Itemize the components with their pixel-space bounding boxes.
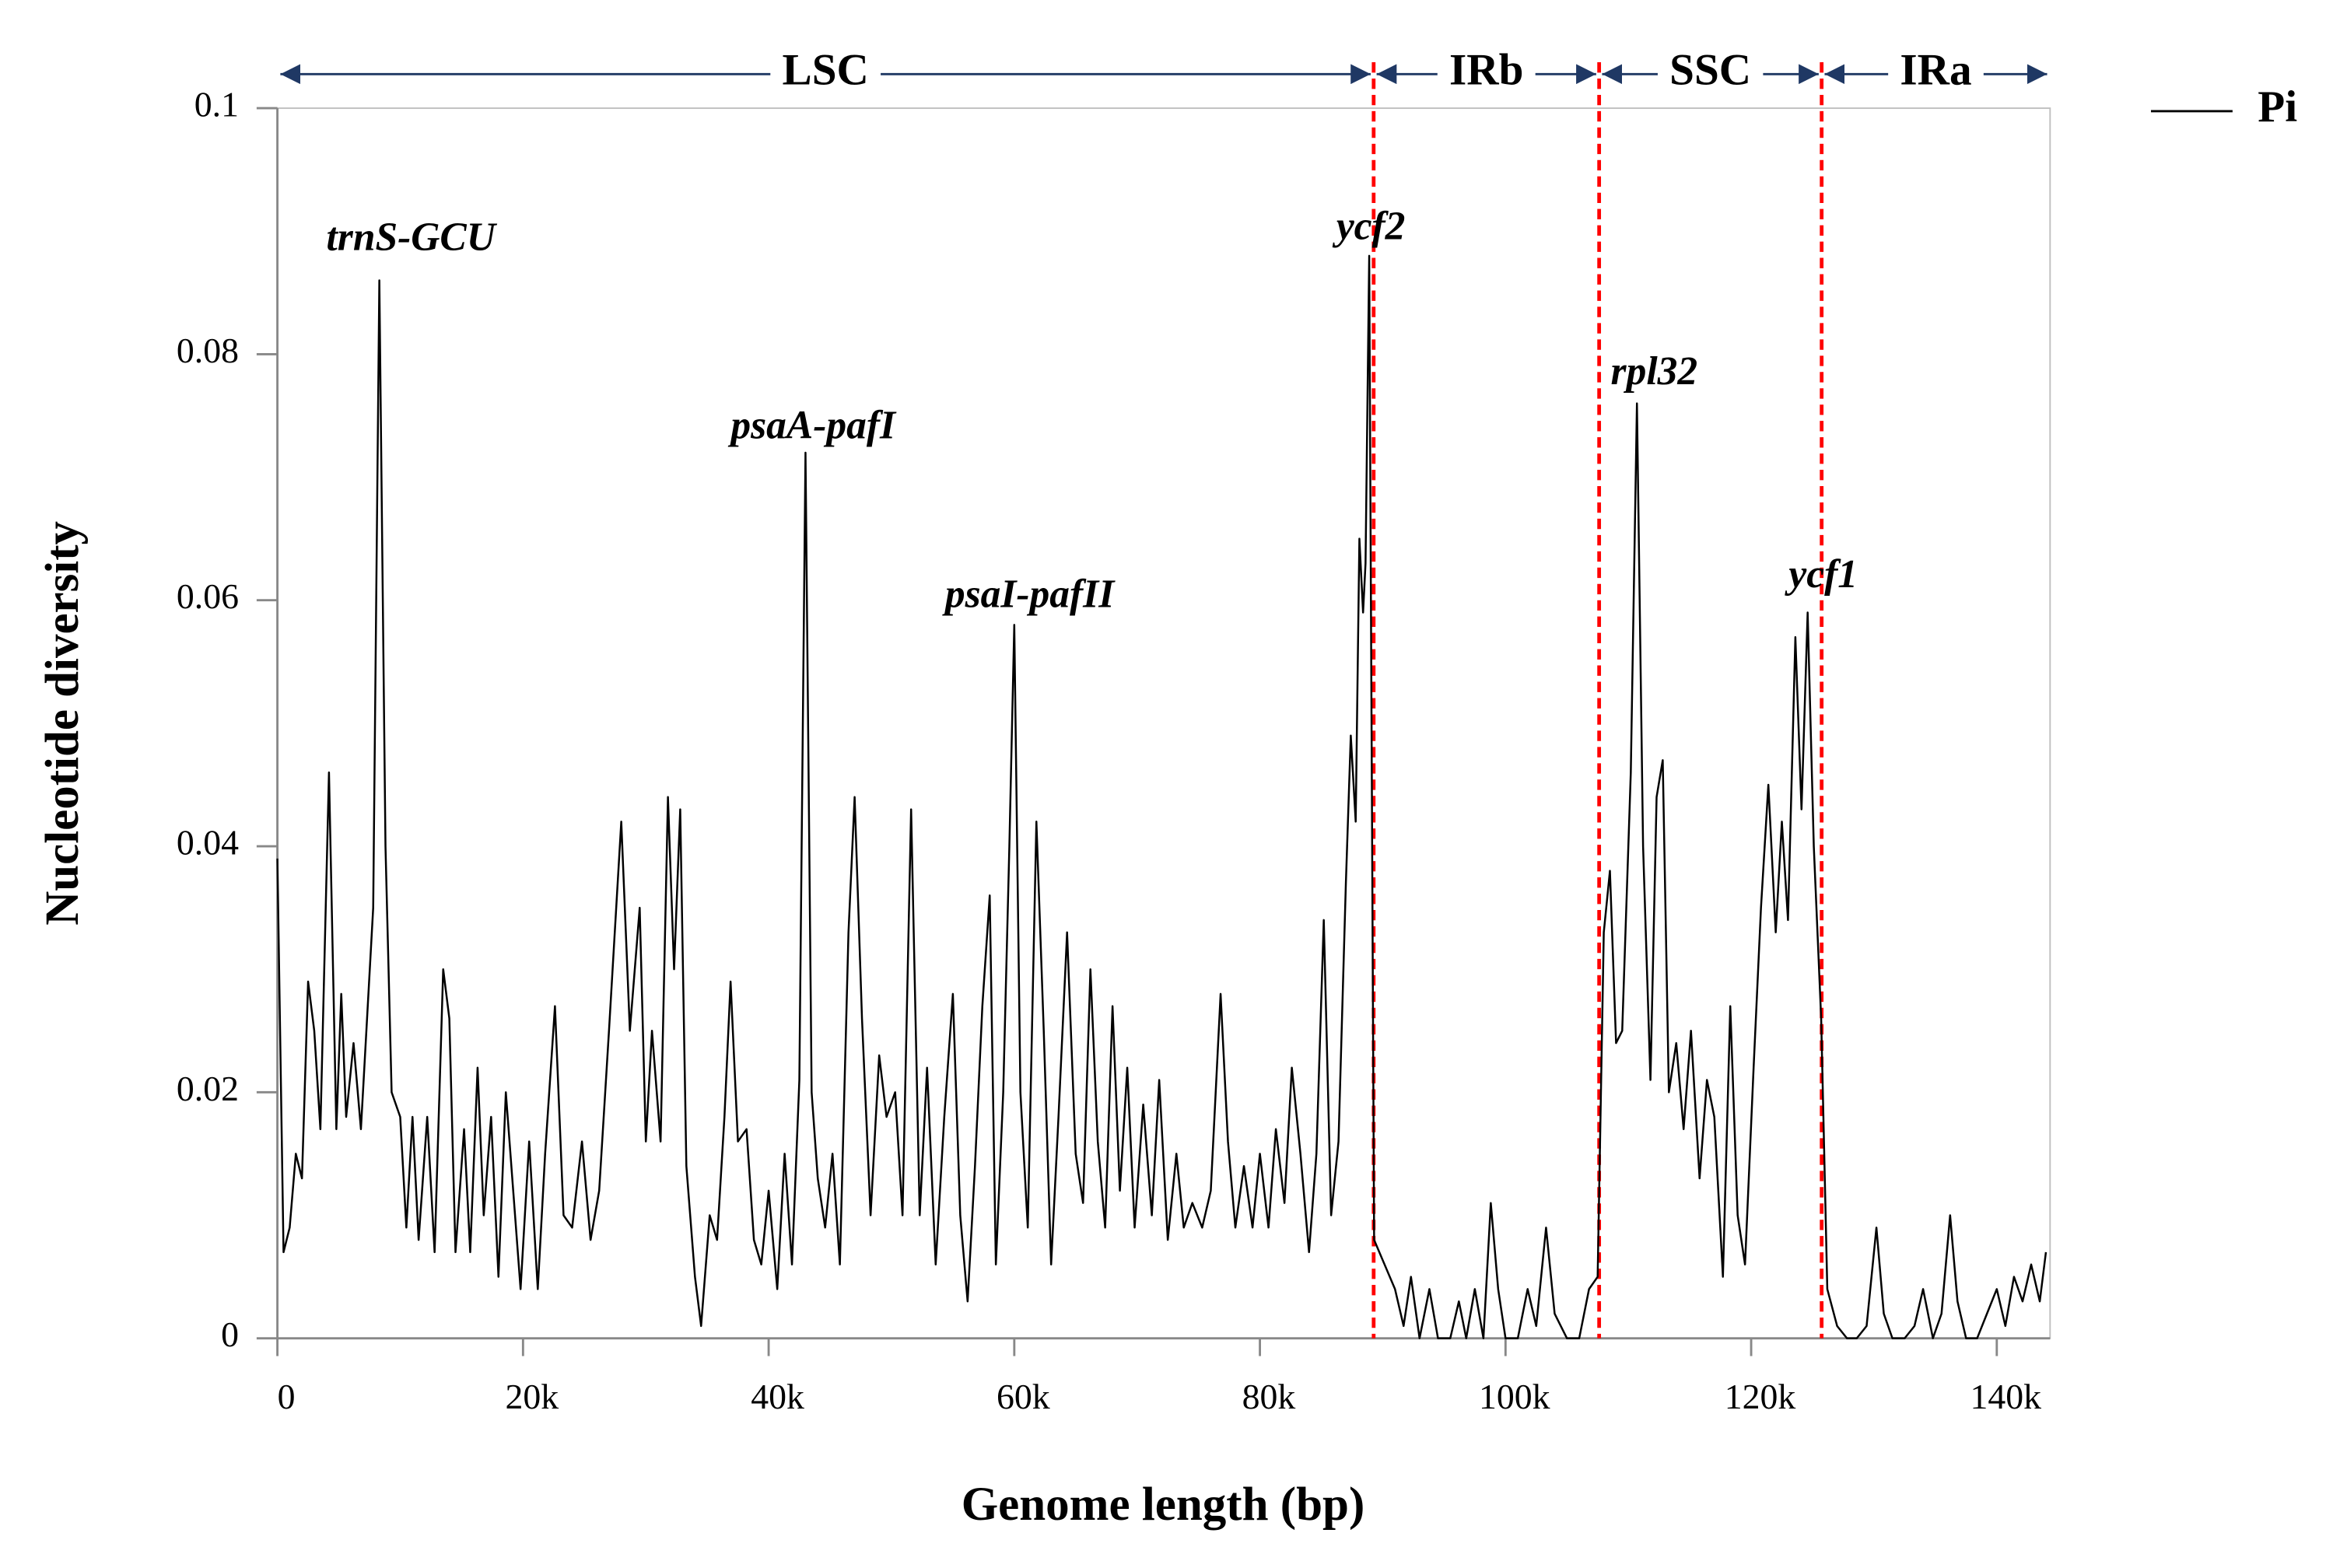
legend-label: Pi (2258, 82, 2297, 131)
x-tick-label: 60k (997, 1377, 1050, 1416)
annotation: psaI-pafII (942, 572, 1116, 616)
y-tick-label: 0.04 (177, 823, 239, 863)
annotation: ycf2 (1332, 204, 1406, 248)
x-tick-label: 140k (1970, 1377, 2041, 1416)
region-label: IRa (1900, 45, 1971, 94)
x-tick-label: 40k (751, 1377, 804, 1416)
annotation: ycf1 (1784, 552, 1858, 597)
annotation: trnS-GCU (326, 215, 497, 260)
y-tick-label: 0.06 (177, 576, 239, 616)
region-label: LSC (783, 45, 869, 94)
x-axis-title: Genome length (bp) (962, 1479, 1365, 1531)
x-tick-label: 0 (278, 1377, 296, 1416)
region-label: SSC (1669, 45, 1751, 94)
annotation: psaA-pafI (727, 404, 897, 448)
y-tick-label: 0.02 (177, 1069, 239, 1108)
y-tick-label: 0.08 (177, 331, 239, 370)
y-tick-label: 0.1 (194, 85, 239, 124)
y-axis-title: Nucleotide diversity (37, 521, 89, 926)
y-tick-label: 0 (221, 1314, 239, 1354)
x-tick-label: 100k (1479, 1377, 1550, 1416)
region-label: IRb (1449, 45, 1523, 94)
x-tick-label: 120k (1725, 1377, 1796, 1416)
x-tick-label: 80k (1242, 1377, 1296, 1416)
x-tick-label: 20k (505, 1377, 559, 1416)
annotation: rpl32 (1611, 349, 1698, 394)
data-line (276, 254, 2048, 1339)
